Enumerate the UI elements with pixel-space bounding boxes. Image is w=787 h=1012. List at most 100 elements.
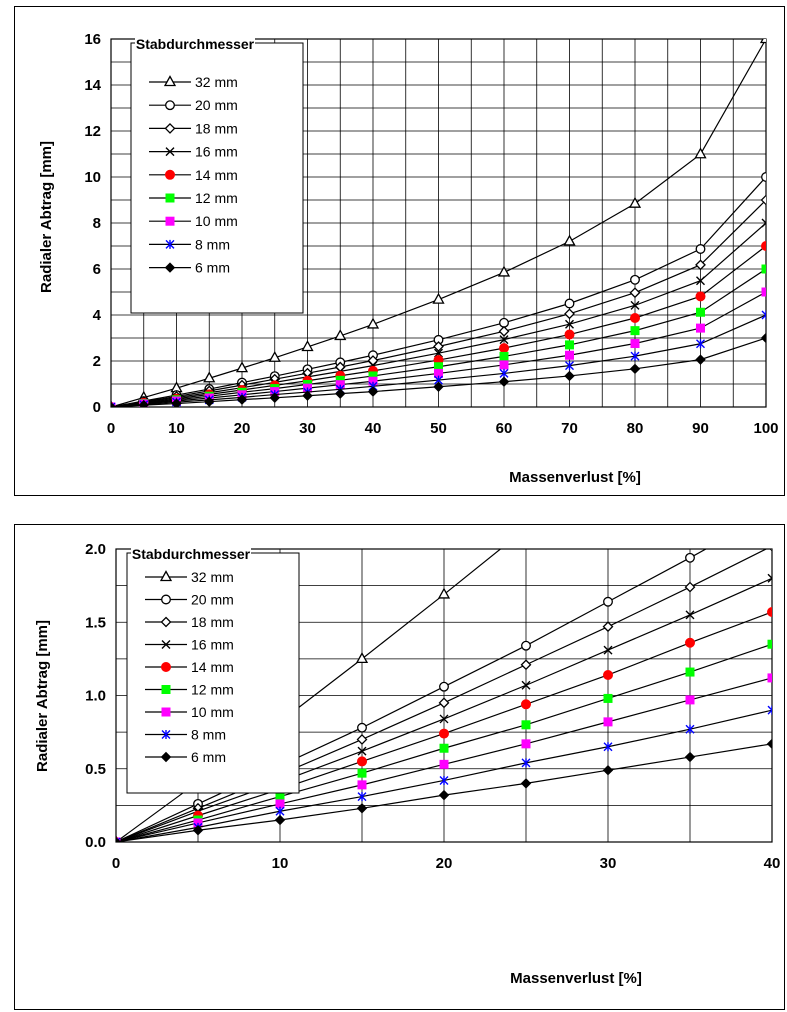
x-tick-label: 80 <box>627 420 644 437</box>
data-point <box>521 680 531 690</box>
x-axis-label: Massenverlust [%] <box>510 970 642 987</box>
data-point <box>499 335 509 345</box>
y-axis-label: Radialer Abtrag [mm] <box>38 141 55 293</box>
data-point <box>521 758 531 768</box>
legend-marker <box>159 570 173 582</box>
data-point <box>520 659 532 671</box>
legend-marker <box>161 685 171 694</box>
data-point <box>760 332 766 344</box>
data-point <box>603 717 613 727</box>
data-point <box>357 756 367 767</box>
data-point <box>499 360 509 370</box>
y-tick-label: 0.0 <box>85 834 106 851</box>
legend-marker <box>165 193 175 203</box>
data-point <box>439 728 449 739</box>
data-point <box>357 722 367 733</box>
data-point <box>602 765 614 776</box>
chart-top-svg: 0 10 20 30 40 50 60 70 80 90 100 0 2 4 6 8 10 12 14 16 Masse… <box>38 31 779 486</box>
legend-marker <box>160 616 172 628</box>
y-tick-label: 0.5 <box>85 761 106 778</box>
data-point <box>685 552 695 563</box>
data-point <box>438 697 450 709</box>
legend-item: 32 mm <box>149 74 238 90</box>
y-tick-label: 0 <box>93 399 101 416</box>
data-point <box>685 724 695 734</box>
data-point <box>767 573 772 583</box>
data-point <box>521 720 531 730</box>
chart-bottom: 0 10 20 30 40 0.0 0.5 1.0 1.5 2.0 Massenverlust [%… <box>14 524 785 1010</box>
data-point <box>274 814 286 826</box>
data-point <box>685 667 695 677</box>
x-tick-label: 70 <box>561 420 578 437</box>
data-point <box>357 746 367 756</box>
legend-item: 8 mm <box>145 727 226 743</box>
plot-area <box>115 548 773 843</box>
data-point <box>696 276 705 286</box>
data-point <box>521 699 531 710</box>
legend: Stabdurchmesser 32 mm 20 mm 18 mm 16 mm 14 mm… <box>126 546 300 794</box>
legend-marker <box>161 662 171 672</box>
x-tick-label: 100 <box>753 420 778 437</box>
data-point <box>433 381 444 392</box>
legend-label: 20 mm <box>191 592 234 608</box>
legend-title: Stabdurchmesser <box>136 36 255 52</box>
data-point <box>603 669 613 680</box>
y-tick-label: 2 <box>93 353 101 370</box>
data-point <box>366 317 380 329</box>
data-point <box>204 396 215 407</box>
data-point <box>761 287 766 297</box>
data-point <box>628 196 642 208</box>
legend-label: 8 mm <box>195 236 230 252</box>
legend-item: 12 mm <box>149 190 238 206</box>
data-point <box>236 394 248 405</box>
legend-item: 20 mm <box>145 592 234 608</box>
legend-marker <box>165 100 175 111</box>
data-point <box>520 778 532 789</box>
data-point <box>521 640 531 651</box>
legend-title-bg <box>131 547 251 563</box>
data-point <box>268 350 281 362</box>
chart-top: 0 10 20 30 40 50 60 70 80 90 100 0 2 4 6 8 10 12 14 16 Masse… <box>14 6 785 496</box>
data-point <box>685 637 695 648</box>
data-point <box>629 287 641 299</box>
data-point <box>565 319 574 329</box>
data-point <box>564 308 575 320</box>
data-point <box>111 402 116 407</box>
data-point <box>603 742 613 752</box>
data-point <box>235 361 249 373</box>
x-tick-label: 50 <box>430 420 447 437</box>
data-point <box>603 645 613 655</box>
legend-marker <box>161 640 171 649</box>
data-point <box>695 354 706 365</box>
data-point <box>499 343 509 354</box>
chart-bottom-svg: 0 10 20 30 40 0.0 0.5 1.0 1.5 2.0 Massenverlust [%… <box>34 523 781 987</box>
data-point <box>275 799 285 809</box>
data-point <box>171 398 182 407</box>
x-tick-label: 30 <box>600 855 617 872</box>
legend-label: 16 mm <box>191 637 234 653</box>
legend-item: 10 mm <box>145 704 234 720</box>
data-point <box>497 265 511 277</box>
data-point <box>356 734 368 745</box>
data-point <box>111 401 117 407</box>
data-point <box>629 363 641 375</box>
data-point <box>439 775 449 785</box>
legend-label: 14 mm <box>195 167 238 183</box>
data-point <box>603 693 613 703</box>
x-tick-label: 40 <box>764 855 781 872</box>
legend-item: 18 mm <box>145 614 234 630</box>
legend-marker <box>161 730 171 739</box>
data-point <box>355 652 369 664</box>
data-point <box>630 312 640 323</box>
x-tick-label: 60 <box>496 420 513 437</box>
x-tick-label: 40 <box>365 420 382 437</box>
data-point <box>521 523 531 532</box>
data-point <box>521 739 531 749</box>
data-point <box>564 298 575 309</box>
data-point <box>356 803 368 814</box>
data-point <box>684 581 696 593</box>
y-tick-label: 1.0 <box>85 688 106 705</box>
legend-label: 32 mm <box>191 569 234 585</box>
y-tick-label: 6 <box>93 261 101 278</box>
legend-label: 6 mm <box>191 749 226 765</box>
